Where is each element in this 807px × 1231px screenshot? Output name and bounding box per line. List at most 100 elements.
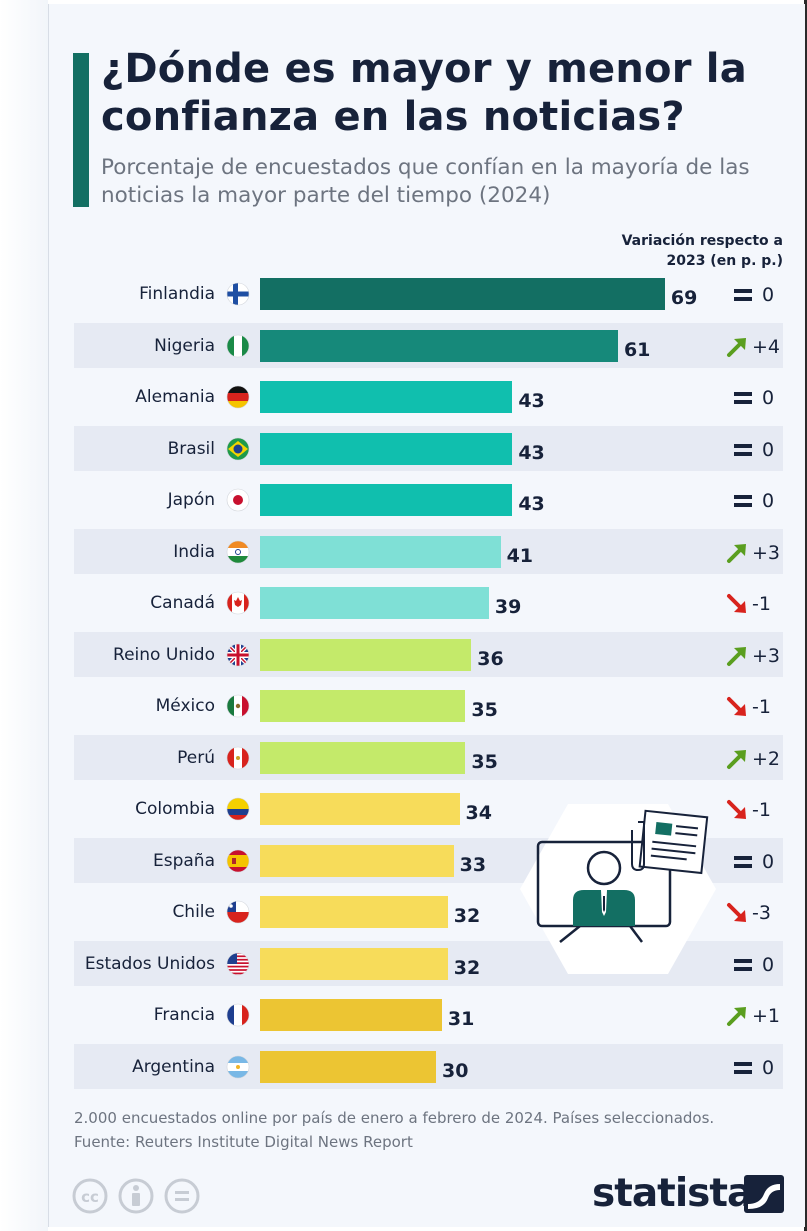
equals-icon — [726, 953, 754, 977]
news-presenter-illustration — [520, 804, 716, 974]
arrow-up-icon — [726, 335, 752, 359]
value-label: 35 — [471, 699, 498, 721]
right-border — [804, 0, 807, 1231]
page-margin — [0, 0, 48, 1231]
arrow-up-icon — [726, 541, 752, 565]
country-label: Finlandia — [139, 284, 215, 304]
arrow-down-icon — [726, 798, 752, 822]
germany-flag-icon — [226, 385, 250, 409]
country-label: Francia — [153, 1005, 215, 1025]
country-label: Argentina — [132, 1056, 215, 1077]
change-label: +1 — [752, 1005, 781, 1027]
country-label: Alemania — [135, 387, 215, 407]
india-flag-icon — [226, 540, 250, 564]
equals-icon — [726, 850, 754, 874]
value-label: 32 — [453, 956, 481, 979]
statista-logo-icon — [744, 1175, 784, 1213]
change-label: +4 — [752, 335, 781, 358]
arrow-up-icon — [726, 644, 752, 668]
change-column-header: Variación respecto a 2023 (en p. p.) — [621, 233, 783, 269]
arrow-down-icon — [726, 901, 752, 925]
bar — [260, 741, 466, 774]
value-label: 33 — [459, 853, 487, 876]
equals-icon — [726, 1056, 754, 1080]
change-label: +3 — [752, 541, 781, 564]
value-label: 43 — [518, 493, 545, 515]
france-flag-icon — [226, 1003, 250, 1027]
bar — [260, 587, 489, 619]
country-label: Estados Unidos — [84, 953, 215, 974]
country-label: España — [153, 850, 215, 871]
footnote-note: 2.000 encuestados online por país de ene… — [74, 1109, 715, 1127]
country-label: Perú — [177, 747, 215, 768]
bar — [260, 690, 466, 722]
change-label: 0 — [762, 1056, 775, 1079]
colombia-flag-icon — [226, 797, 250, 821]
bar — [260, 432, 513, 465]
arrow-up-icon — [726, 1004, 752, 1028]
arrow-up-icon — [726, 747, 752, 771]
change-label: -3 — [752, 902, 771, 924]
value-label: 30 — [442, 1059, 469, 1082]
bar — [260, 278, 665, 310]
change-label: -1 — [752, 696, 771, 718]
change-label: 0 — [762, 953, 775, 976]
bar — [260, 947, 448, 980]
country-label: Reino Unido — [113, 644, 215, 665]
bar — [260, 329, 618, 362]
peru-flag-icon — [226, 746, 250, 770]
value-label: 41 — [506, 544, 534, 567]
change-label: -1 — [752, 593, 771, 615]
uk-flag-icon — [226, 643, 250, 667]
change-label: -1 — [752, 799, 771, 821]
country-label: Nigeria — [154, 335, 215, 356]
country-label: Brasil — [167, 438, 215, 459]
arrow-down-icon — [726, 695, 752, 719]
equals-icon — [726, 386, 754, 410]
country-label: Japón — [167, 490, 215, 510]
change-label: 0 — [762, 284, 775, 306]
value-label: 35 — [471, 750, 498, 773]
no-derivatives-icon — [164, 1178, 200, 1214]
footnote-source: Fuente: Reuters Institute Digital News R… — [74, 1133, 413, 1151]
value-label: 34 — [465, 802, 492, 824]
bar — [260, 896, 448, 928]
change-label: 0 — [762, 850, 775, 873]
statista-logo: statista — [592, 1170, 788, 1220]
bar — [260, 535, 501, 568]
bar — [260, 1050, 437, 1083]
country-label: Chile — [172, 902, 215, 922]
nigeria-flag-icon — [226, 334, 250, 358]
value-label: 32 — [453, 905, 481, 927]
country-label: México — [155, 696, 215, 716]
country-label: Colombia — [135, 799, 215, 819]
equals-icon — [726, 283, 754, 307]
cc-icon: cc — [72, 1178, 108, 1214]
canada-flag-icon — [226, 591, 250, 615]
value-label: 36 — [477, 647, 504, 670]
title-accent-bar — [73, 53, 89, 207]
spain-flag-icon — [226, 849, 250, 873]
value-label: 61 — [623, 338, 651, 361]
country-label: Canadá — [150, 593, 215, 613]
value-label: 43 — [518, 441, 545, 464]
japan-flag-icon — [226, 488, 250, 512]
value-label: 43 — [518, 390, 545, 412]
bar — [260, 484, 513, 516]
statista-wordmark: statista — [592, 1171, 753, 1216]
chart-subtitle: Porcentaje de encuestados que confían en… — [101, 155, 750, 208]
equals-icon — [726, 438, 754, 462]
equals-icon — [726, 489, 754, 513]
change-label: 0 — [762, 490, 775, 512]
bar — [260, 793, 460, 825]
brazil-flag-icon — [226, 437, 250, 461]
usa-flag-icon — [226, 952, 250, 976]
attribution-icon — [118, 1178, 154, 1214]
value-label: 39 — [494, 596, 522, 618]
value-label: 69 — [670, 287, 698, 309]
finland-flag-icon — [226, 282, 250, 306]
bar — [260, 999, 442, 1031]
arrow-down-icon — [726, 592, 752, 616]
bar — [260, 638, 472, 671]
